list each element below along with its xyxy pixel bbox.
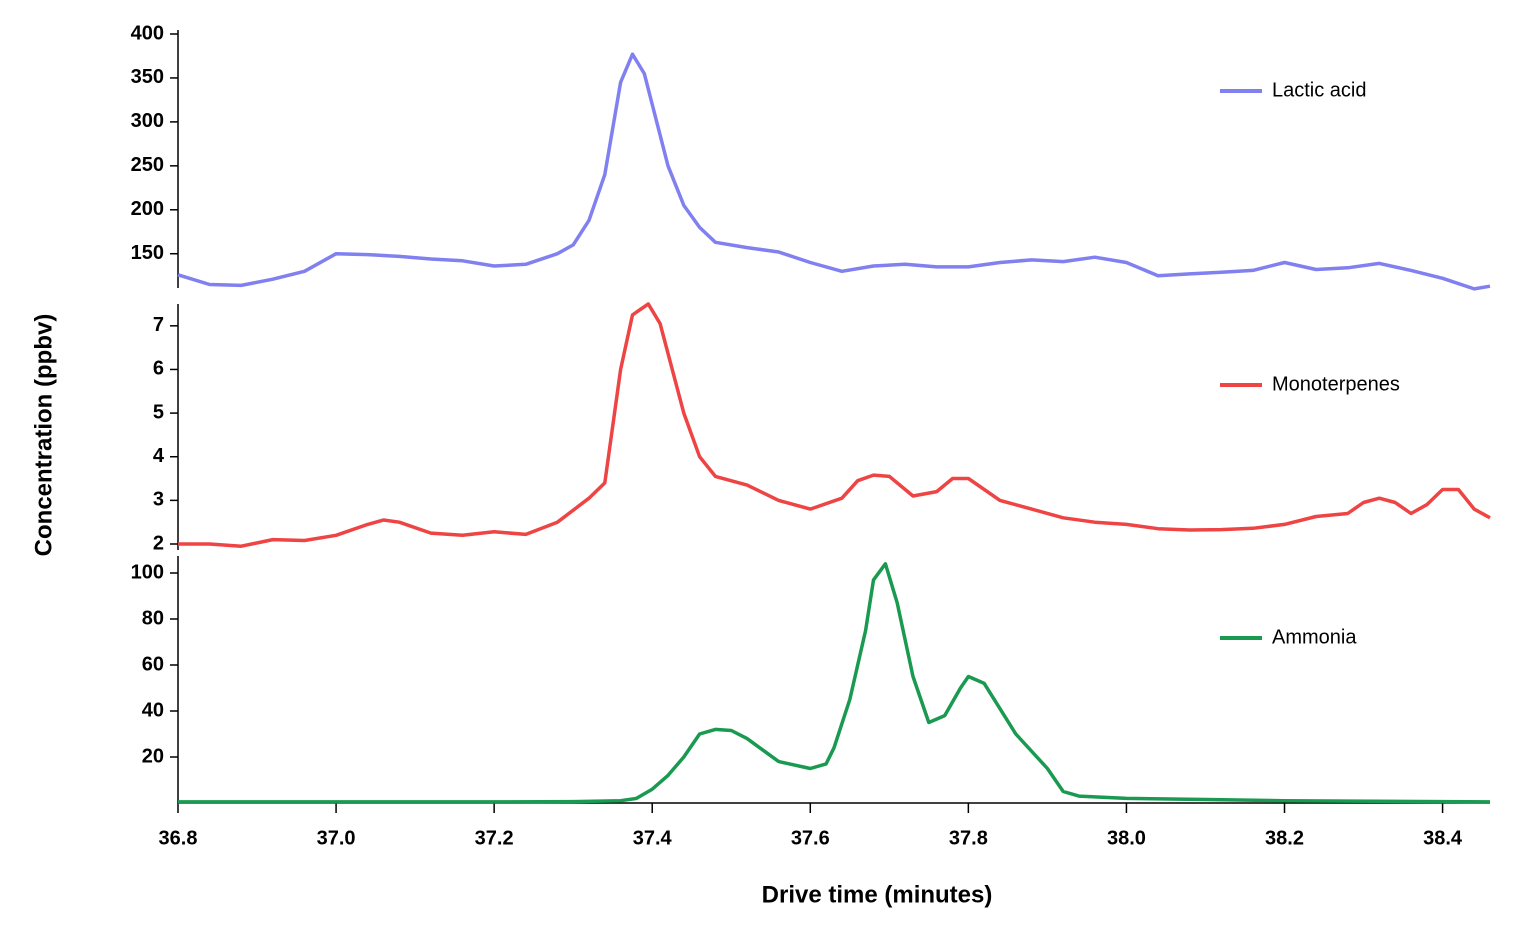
y-tick-label: 150 — [131, 242, 164, 264]
data-line — [178, 302, 1491, 548]
y-tick-label: 250 — [131, 154, 164, 176]
y-tick-label: 5 — [153, 401, 164, 423]
y-tick-label: 40 — [142, 699, 164, 721]
y-tick-label: 7 — [153, 314, 164, 336]
x-axis-title: Drive time (minutes) — [762, 881, 993, 908]
x-tick-label: 38.4 — [1423, 827, 1463, 849]
y-tick-label: 80 — [142, 607, 164, 629]
legend-label: Lactic acid — [1272, 79, 1367, 101]
y-tick-label: 20 — [142, 745, 164, 767]
y-tick-label: 200 — [131, 198, 164, 220]
y-tick-label: 300 — [131, 110, 164, 132]
y-tick-label: 100 — [131, 561, 164, 583]
y-axis-title: Concentration (ppbv) — [30, 314, 57, 557]
y-tick-label: 6 — [153, 358, 164, 380]
legend-label: Monoterpenes — [1272, 373, 1400, 395]
y-tick-label: 3 — [153, 489, 164, 511]
x-tick-label: 37.0 — [317, 827, 356, 849]
x-tick-label: 37.2 — [475, 827, 514, 849]
x-tick-label: 37.8 — [949, 827, 988, 849]
x-tick-label: 38.0 — [1107, 827, 1146, 849]
x-tick-label: 37.4 — [633, 827, 673, 849]
x-tick-label: 37.6 — [791, 827, 830, 849]
data-line — [178, 562, 1491, 804]
y-tick-label: 60 — [142, 653, 164, 675]
x-tick-label: 38.2 — [1265, 827, 1304, 849]
x-tick-label: 36.8 — [159, 827, 198, 849]
y-tick-label: 4 — [153, 445, 165, 467]
y-tick-label: 350 — [131, 66, 164, 88]
legend-label: Ammonia — [1272, 626, 1357, 648]
y-tick-label: 400 — [131, 22, 164, 44]
y-tick-label: 2 — [153, 532, 164, 554]
data-line — [177, 52, 1491, 291]
